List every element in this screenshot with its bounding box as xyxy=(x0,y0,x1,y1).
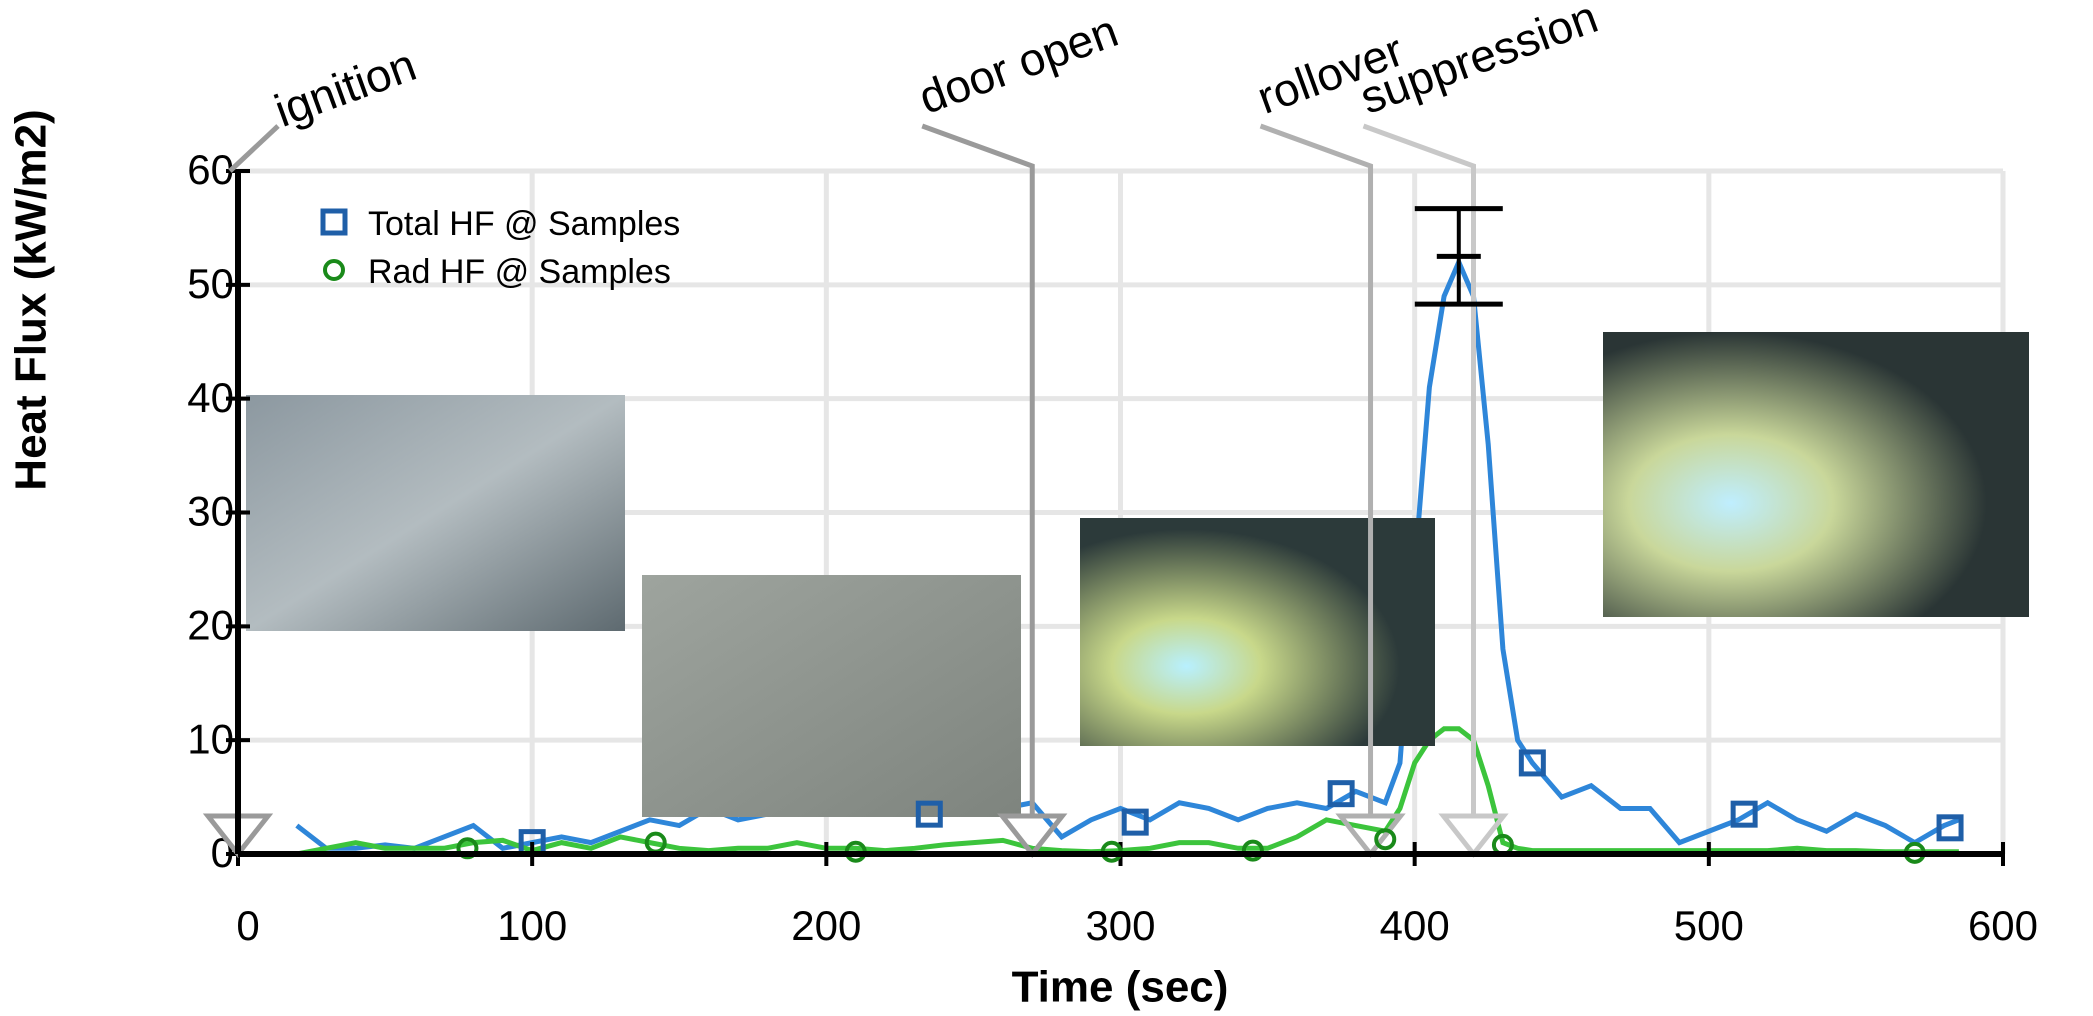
annotation-label: ignition xyxy=(268,38,423,137)
x-tick-label: 300 xyxy=(1085,902,1155,949)
x-tick-label: 200 xyxy=(791,902,861,949)
photos xyxy=(246,332,2029,817)
annotation-label: door open xyxy=(912,4,1124,124)
y-tick-label: 20 xyxy=(187,601,234,648)
y-tick-label: 60 xyxy=(187,146,234,193)
legend-label: Rad HF @ Samples xyxy=(368,253,671,291)
y-tick-label: 50 xyxy=(187,260,234,307)
x-tick-label: 500 xyxy=(1674,902,1744,949)
leader xyxy=(230,126,278,171)
legend-label: Total HF @ Samples xyxy=(368,205,680,243)
x-tick-label: 400 xyxy=(1380,902,1450,949)
y-tick-label: 40 xyxy=(187,374,234,421)
photo xyxy=(1603,332,2029,617)
y-axis-title: Heat Flux (kW/m2) xyxy=(7,109,56,490)
annotation-label: suppression xyxy=(1353,0,1604,124)
x-axis-title: Time (sec) xyxy=(1012,963,1229,1012)
x-tick-label: 0 xyxy=(236,902,259,949)
y-tick-label: 10 xyxy=(187,715,234,762)
x-tick-label: 600 xyxy=(1968,902,2038,949)
y-tick-label: 30 xyxy=(187,488,234,535)
marker xyxy=(325,261,343,279)
photo xyxy=(246,395,625,631)
x-tick-label: 100 xyxy=(497,902,567,949)
photo xyxy=(1080,518,1435,746)
photo xyxy=(642,575,1021,817)
marker xyxy=(323,211,345,233)
